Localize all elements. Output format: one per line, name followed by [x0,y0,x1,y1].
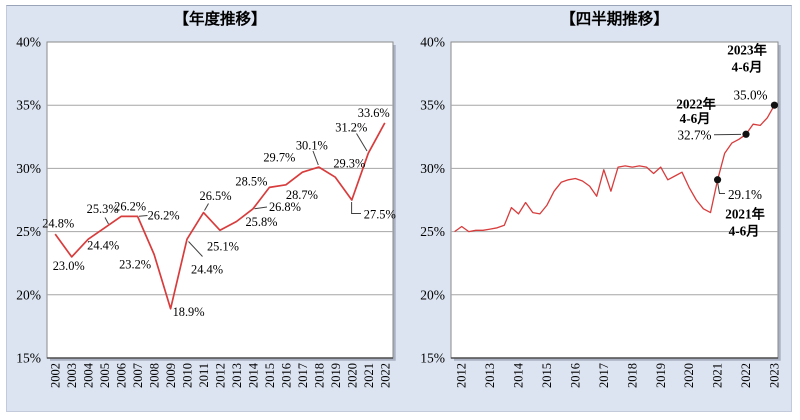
x-axis-tick-label: 2013 [230,363,244,388]
series-line [454,104,775,233]
y-axis-tick-label: 25% [420,224,445,239]
x-axis-tick-label: 2018 [625,363,639,388]
plot-area [450,41,779,359]
x-axis-tick-label: 2022 [378,363,392,388]
chart-title: 【四半期推移】 [560,9,669,28]
data-label: 26.8% [269,200,301,214]
data-label: 26.5% [200,189,232,203]
x-axis-tick-label: 2003 [65,363,79,388]
x-axis-tick-label: 2020 [682,363,696,388]
data-label: 30.1% [296,138,328,152]
y-axis-tick-label: 35% [420,98,445,113]
plot-shadow [50,45,396,361]
data-point-marker [770,101,779,109]
annotation-text: 4-6月 [732,60,763,75]
x-axis-tick-label: 2020 [345,363,359,388]
x-axis-tick-label: 2014 [512,362,526,388]
data-label: 25.1% [207,240,239,254]
annotation-text: 2023年 [727,42,767,58]
y-axis-tick-label: 25% [16,224,41,239]
data-label: 33.6% [358,106,390,120]
data-label: 24.4% [87,238,119,252]
x-axis-tick-label: 2014 [246,362,260,388]
x-axis-tick-label: 2011 [197,363,211,388]
x-axis-tick-label: 2016 [568,363,582,388]
y-axis-tick-label: 40% [16,35,41,50]
data-point-marker [713,176,722,184]
series-line [54,122,386,310]
x-axis-tick-label: 2009 [164,363,178,388]
x-axis-tick-label: 2019 [329,363,343,388]
data-point-marker [742,130,750,138]
annual-chart: 40%35%30%25%20%15%2002 2003 2004 2005 2006 20… [16,9,396,388]
data-label: 23.2% [119,258,151,272]
x-axis-tick-label: 2012 [455,363,469,388]
y-axis-tick-label: 30% [16,161,41,176]
y-axis-tick-label: 20% [420,287,445,302]
plot-shadow [454,45,781,361]
label-callout-line [188,241,203,257]
plot-area [46,41,394,359]
annotation-text: 4-6月 [729,224,760,239]
x-axis-tick-label: 2013 [483,363,497,388]
x-axis-tick-label: 2002 [49,363,63,388]
label-callout-line [351,202,361,214]
y-axis-tick-label: 35% [16,98,41,113]
x-axis-tick-label: 2005 [98,363,112,388]
data-label: 25.3% [87,202,119,216]
x-axis-tick-label: 2008 [148,363,162,388]
y-axis-tick-label: 40% [420,35,445,50]
data-label: 29.3% [333,157,365,171]
x-axis-tick-label: 2018 [312,363,326,388]
y-axis-tick-label: 20% [16,287,41,302]
annotation-text: 29.1% [728,187,762,202]
annotation-text: 2022年 [676,96,716,112]
data-label: 26.2% [148,209,180,223]
x-axis-tick-label: 2012 [214,363,228,388]
label-callout-line [104,217,109,225]
data-label: 28.5% [235,175,267,189]
annotation-text: 2021年 [725,206,765,222]
x-axis-tick-label: 2017 [296,363,310,388]
y-axis-tick-label: 15% [16,351,41,366]
x-axis-tick-label: 2021 [711,363,725,388]
annotation-text: 32.7% [677,128,711,143]
label-callout-line [138,215,148,217]
data-label: 24.8% [42,216,74,230]
label-callout-line [254,206,268,210]
x-axis-tick-label: 2006 [115,363,129,388]
annotation-text: 4-6月 [680,111,711,126]
x-axis-tick-label: 2004 [82,362,96,388]
data-label: 28.7% [286,188,318,202]
data-label: 24.4% [191,262,223,276]
x-axis-tick-label: 2007 [131,363,145,388]
data-label: 23.0% [53,259,85,273]
x-axis-tick-label: 2015 [263,363,277,388]
x-axis-tick-label: 2022 [739,363,753,388]
x-axis-tick-label: 2023 [768,363,782,388]
x-axis-tick-label: 2017 [597,363,611,388]
y-axis-tick-label: 30% [420,161,445,176]
x-axis-tick-label: 2016 [279,363,293,388]
annotation-callout-line [717,183,725,194]
chart-title: 【年度推移】 [173,9,266,28]
x-axis-tick-label: 2019 [654,363,668,388]
quarterly-chart: 40% 35% 30% 25% 20% 15% 2012 2013 2014 2015 2016 20… [420,9,781,388]
data-label: 18.9% [173,305,205,319]
data-label: 31.2% [335,121,367,135]
data-label: 26.2% [114,200,146,214]
label-callout-line [204,203,209,211]
x-axis-tick-label: 2021 [362,363,376,388]
y-axis-tick-label: 15% [420,351,445,366]
annotation-text: 35.0% [733,88,767,103]
label-callout-line [356,133,368,152]
data-label: 25.8% [245,215,277,229]
x-axis-tick-label: 2010 [181,363,195,388]
data-label: 29.7% [263,150,295,164]
x-axis-tick-label: 2015 [540,363,554,388]
label-callout-line [312,150,319,166]
data-label: 27.5% [364,207,396,221]
